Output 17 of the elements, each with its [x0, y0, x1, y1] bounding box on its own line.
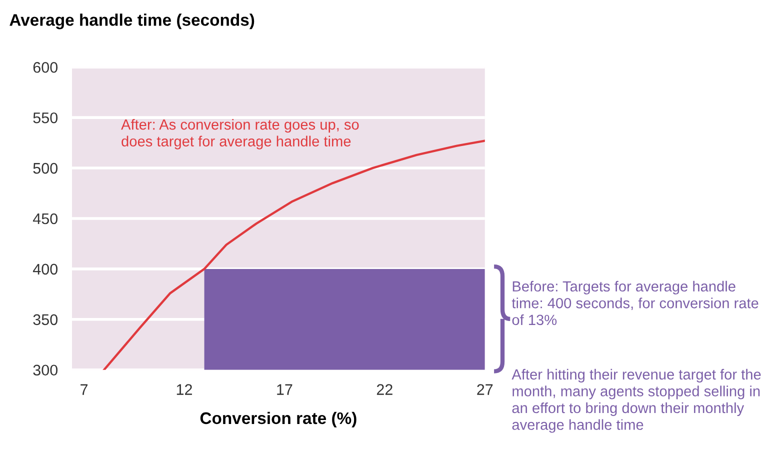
y-tick-label: 550 [33, 112, 58, 124]
y-axis-title: Average handle time (seconds) [10, 14, 254, 30]
y-tick-label: 350 [33, 314, 58, 326]
y-tick-label: 400 [32, 264, 58, 275]
x-tick-label: 12 [176, 384, 192, 395]
text: Before: Targets for average handle time: 400 seconds, for conversion rate of 13% [512, 280, 758, 326]
y-tick-label: 600 [33, 62, 58, 73]
y-tick-label: 500 [33, 162, 58, 174]
y-tick-label: 300 [33, 364, 58, 376]
text: After hitting their revenue target for the month, many agents stopped selling in an effort to bring down their monthly average handle time [512, 368, 761, 433]
annotation: After: As conversion rate goes up, so does target for average handle time [121, 119, 359, 150]
x-tick-label: 27 [477, 384, 493, 395]
x-tick-label: 17 [277, 384, 292, 395]
x-axis-title: Conversion rate (%) [200, 412, 356, 428]
y-tick-label: 450 [32, 213, 58, 224]
x-tick-label: 7 [80, 384, 88, 395]
x-tick-label: 22 [376, 384, 392, 395]
